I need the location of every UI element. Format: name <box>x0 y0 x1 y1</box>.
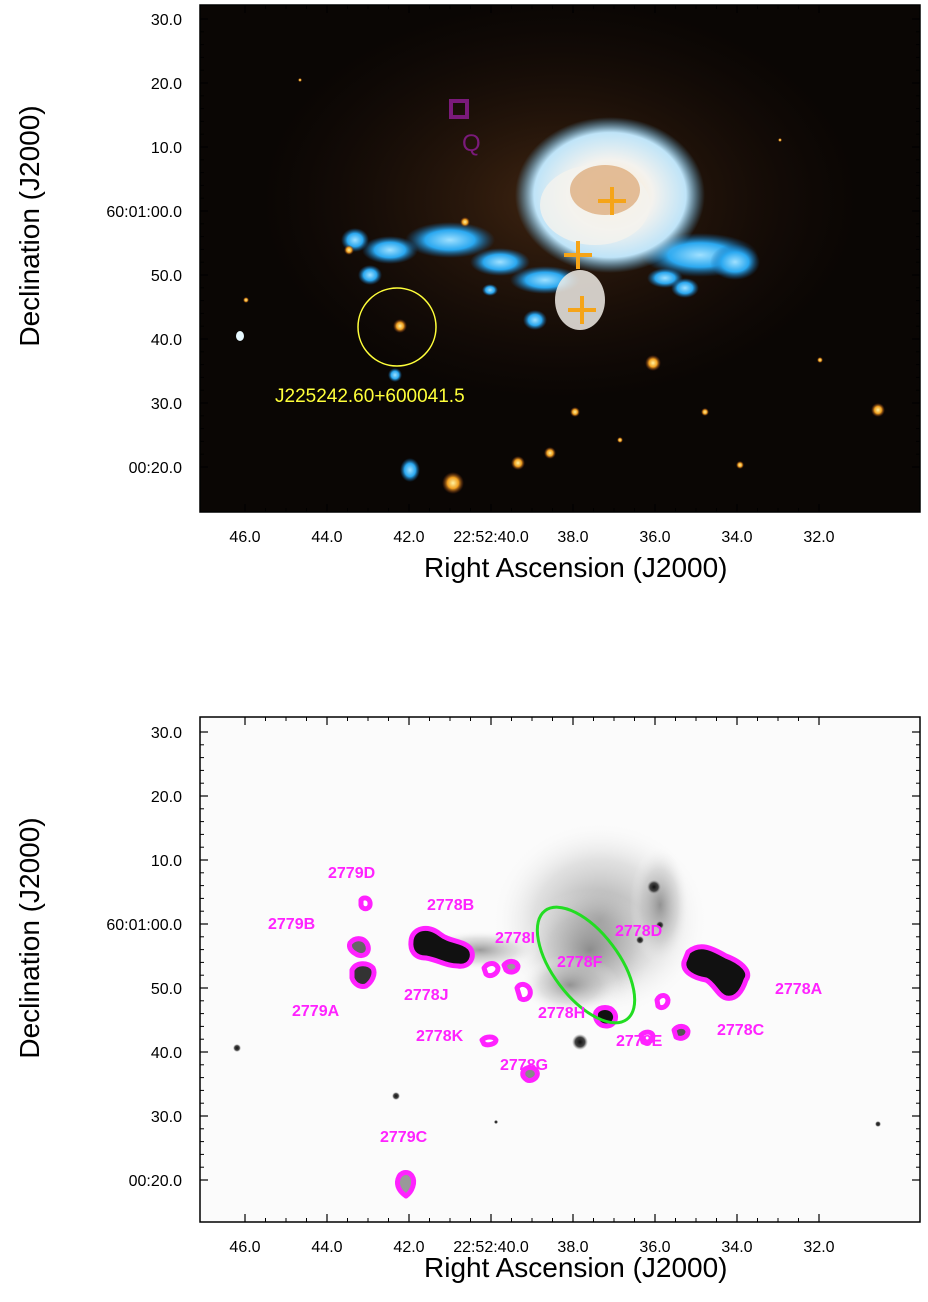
top-y-axis-label: Declination (J2000) <box>14 105 45 347</box>
y-tick-label: 50.0 <box>151 268 182 285</box>
square-marker-label: Q <box>462 130 481 157</box>
label-2779C: 2779C <box>380 1129 428 1146</box>
label-2778E: 2778E <box>616 1033 663 1050</box>
label-2778H: 2778H <box>538 1005 585 1022</box>
y-tick-label: 40.0 <box>151 332 182 349</box>
y-tick-label: 30.0 <box>151 725 182 742</box>
top-tick-labels: 46.0 44.0 42.0 22:52:40.0 38.0 36.0 34.0 32.0 30… <box>106 12 834 546</box>
x-tick-label: 34.0 <box>721 529 752 546</box>
x-tick-label: 44.0 <box>311 529 342 546</box>
top-panel: Q J225242.60+600041.5 46.0 44.0 42.0 22:52:… <box>0 0 928 600</box>
label-2778G: 2778G <box>500 1057 548 1074</box>
label-2779B: 2779B <box>268 916 315 933</box>
x-tick-label: 44.0 <box>311 1239 342 1256</box>
y-tick-label: 40.0 <box>151 1045 182 1062</box>
x-tick-label: 22:52:40.0 <box>453 529 529 546</box>
x-tick-label: 32.0 <box>803 1239 834 1256</box>
x-tick-label: 36.0 <box>639 529 670 546</box>
x-tick-label: 36.0 <box>639 1239 670 1256</box>
greyscale-nebula <box>233 820 881 1127</box>
x-tick-label: 22:52:40.0 <box>453 1239 529 1256</box>
top-plot-frame <box>199 4 921 513</box>
orange-crosses <box>564 187 626 324</box>
top-x-axis-label: Right Ascension (J2000) <box>424 552 728 583</box>
square-marker <box>449 99 469 119</box>
bottom-panel: 2779D 2779B 2779A 2778B 2778J 2778K 2778… <box>0 700 928 1300</box>
bottom-image-plot: 2779D 2779B 2779A 2778B 2778J 2778K 2778… <box>106 716 921 1256</box>
source-labels: 2779D 2779B 2779A 2778B 2778J 2778K 2778… <box>268 865 823 1146</box>
green-ellipse <box>535 905 637 1025</box>
label-2778I: 2778I <box>495 930 535 947</box>
x-tick-label: 34.0 <box>721 1239 752 1256</box>
contours <box>347 895 751 1199</box>
x-tick-label: 42.0 <box>393 529 424 546</box>
x-tick-label: 38.0 <box>557 1239 588 1256</box>
label-2778D: 2778D <box>615 923 662 940</box>
x-tick-label: 42.0 <box>393 1239 424 1256</box>
y-tick-label: 30.0 <box>151 396 182 413</box>
y-tick-label: 20.0 <box>151 789 182 806</box>
orange-cavity <box>570 165 640 215</box>
top-image-plot: Q J225242.60+600041.5 46.0 44.0 42.0 22:52:… <box>106 0 921 546</box>
x-tick-label: 38.0 <box>557 529 588 546</box>
point-sources <box>243 78 885 494</box>
label-2779A: 2779A <box>292 1003 340 1020</box>
bottom-axis-ticks <box>200 717 920 1222</box>
label-2779D: 2779D <box>328 865 375 882</box>
label-2778F: 2778F <box>557 954 603 971</box>
y-tick-label: 30.0 <box>151 1109 182 1126</box>
label-2778B: 2778B <box>427 897 474 914</box>
label-2778C: 2778C <box>717 1022 765 1039</box>
bottom-x-axis-label: Right Ascension (J2000) <box>424 1252 728 1283</box>
bottom-tick-labels: 46.0 44.0 42.0 22:52:40.0 38.0 36.0 34.0 32.0 30… <box>106 725 834 1256</box>
y-tick-label: 00:20.0 <box>129 1173 182 1190</box>
label-2778J: 2778J <box>404 987 449 1004</box>
label-2778K: 2778K <box>416 1028 464 1045</box>
y-tick-label: 20.0 <box>151 76 182 93</box>
y-tick-label: 50.0 <box>151 981 182 998</box>
bottom-plot-frame <box>199 716 921 1223</box>
circle-marker <box>357 287 437 367</box>
top-axis-ticks <box>200 5 920 512</box>
bottom-y-axis-label: Declination (J2000) <box>14 817 45 1059</box>
y-tick-label: 10.0 <box>151 853 182 870</box>
y-tick-label: 60:01:00.0 <box>106 917 182 934</box>
circle-marker-label: J225242.60+600041.5 <box>275 386 465 407</box>
label-2778A: 2778A <box>775 981 823 998</box>
x-tick-label: 46.0 <box>229 529 260 546</box>
y-tick-label: 10.0 <box>151 140 182 157</box>
y-tick-label: 60:01:00.0 <box>106 204 182 221</box>
y-tick-label: 30.0 <box>151 12 182 29</box>
x-tick-label: 32.0 <box>803 529 834 546</box>
x-tick-label: 46.0 <box>229 1239 260 1256</box>
y-tick-label: 00:20.0 <box>129 460 182 477</box>
